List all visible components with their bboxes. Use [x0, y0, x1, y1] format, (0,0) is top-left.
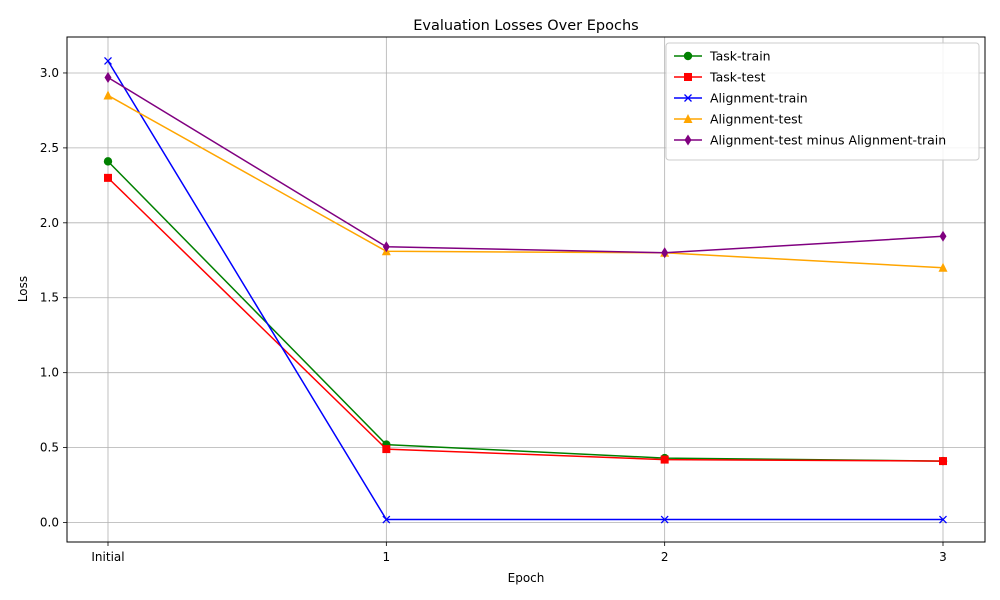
data-point — [382, 515, 391, 524]
data-point — [939, 230, 947, 242]
y-tick-label: 2.5 — [40, 141, 59, 155]
series-line — [107, 177, 944, 462]
data-point — [104, 173, 112, 182]
y-tick-label: 0.5 — [40, 441, 59, 455]
x-tick-label: 2 — [661, 550, 669, 564]
legend-label: Task-test — [709, 70, 766, 85]
legend-item: Alignment-test minus Alignment-train — [674, 133, 946, 148]
plot-frame — [66, 36, 986, 543]
legend-item: Task-test — [674, 70, 766, 85]
legend-label: Alignment-test minus Alignment-train — [710, 133, 946, 148]
series-layer — [103, 57, 948, 524]
data-point — [103, 90, 113, 100]
legend-label: Alignment-test — [710, 112, 803, 127]
data-point — [938, 262, 948, 272]
data-point — [103, 157, 113, 166]
data-point — [939, 457, 947, 466]
legend: Task-train Task-test Alignment-train Alignm… — [665, 42, 980, 161]
x-tick-label: 1 — [383, 550, 391, 564]
data-point — [660, 455, 669, 464]
data-point — [661, 247, 669, 259]
legend-item: Task-train — [674, 49, 771, 64]
legend-item: Alignment-test — [674, 112, 803, 127]
legend-label: Alignment-train — [710, 91, 808, 106]
series-1 — [104, 173, 947, 466]
legend-marker — [683, 114, 693, 123]
legend-box — [665, 42, 980, 161]
legend-marker — [683, 51, 693, 61]
data-point — [660, 515, 669, 524]
legend-marker — [684, 73, 692, 81]
legend-marker — [684, 94, 692, 102]
series-0 — [103, 157, 948, 466]
data-point — [104, 71, 112, 83]
y-tick-label: 1.5 — [40, 291, 59, 305]
legend-marker — [684, 134, 692, 146]
series-line — [107, 160, 944, 462]
data-point — [382, 241, 390, 253]
legend-label: Task-train — [709, 49, 771, 64]
series-2 — [104, 57, 947, 524]
ticks: Initial 1 2 3 0.0 0.5 1.0 1.5 2.0 2.5 3.0 — [40, 66, 947, 564]
chart-title: Evaluation Losses Over Epochs — [413, 18, 638, 34]
series-line — [107, 76, 944, 254]
y-tick-label: 0.0 — [40, 516, 59, 530]
series-line — [107, 94, 944, 269]
y-tick-label: 1.0 — [40, 366, 59, 380]
y-tick-label: 3.0 — [40, 66, 59, 80]
x-tick-label: 3 — [939, 550, 947, 564]
data-point — [939, 515, 947, 524]
legend-item: Alignment-train — [674, 91, 808, 106]
x-tick-label: Initial — [91, 550, 124, 564]
data-point — [382, 445, 391, 454]
x-axis-label: Epoch — [508, 571, 545, 585]
data-point — [104, 57, 112, 65]
y-tick-label: 2.0 — [40, 216, 59, 230]
series-line — [107, 60, 943, 521]
y-axis-label: Loss — [16, 276, 30, 302]
series-4 — [104, 71, 947, 259]
